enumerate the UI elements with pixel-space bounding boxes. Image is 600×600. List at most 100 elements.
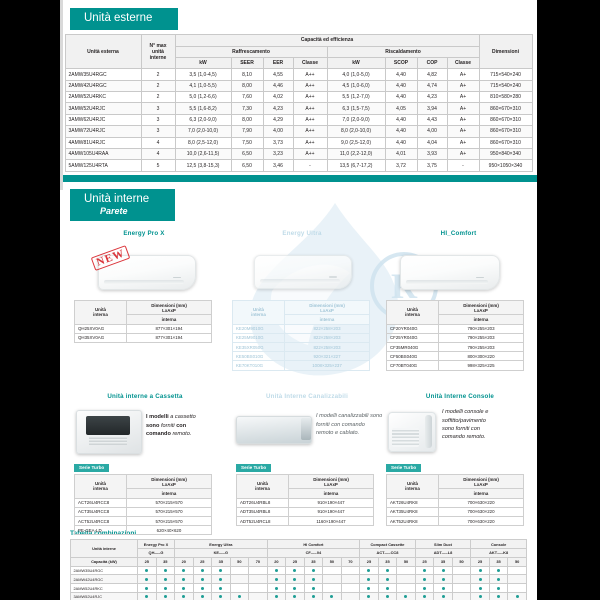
th-unit-interna: Unità interna	[232, 300, 285, 325]
th-heating: Riscaldamento	[326, 45, 480, 58]
cell-heat-kw: 9,0 (2,5-12,0)	[326, 136, 386, 149]
cell-model: 2AMW42U4RGC	[70, 574, 138, 585]
th-eer: EER	[262, 56, 294, 70]
cell-seer: 8,00	[230, 79, 264, 93]
compatible-dot-icon	[274, 577, 278, 581]
cell-eer: 4,00	[262, 125, 294, 138]
note-i1: a cassetto	[170, 414, 196, 421]
cell-compatible	[266, 583, 287, 593]
th-unita-interne: Unità interne	[70, 539, 138, 558]
table-row: CF70BT040G 998×325×225	[386, 360, 524, 371]
th-u1: Unità	[95, 307, 106, 313]
cell-dim: 790×255×203	[438, 342, 524, 353]
compatible-dot-icon	[330, 595, 334, 599]
compatible-dot-icon	[422, 577, 426, 581]
compatible-dot-icon	[385, 595, 389, 599]
table-row: ACT52U4RCC8 570×215×570	[74, 516, 212, 527]
cell-scop: 4,01	[384, 147, 418, 161]
cell-compatible	[377, 565, 398, 576]
note-line3: sono forniti con	[442, 426, 480, 433]
th-group-code: QH—–G	[136, 548, 176, 558]
th-group-code: KE—–G	[174, 548, 268, 558]
cell-eer: 4,46	[262, 79, 294, 93]
product-title-cassetta: Unità interne a Cassetta	[107, 393, 183, 401]
cell-compatible	[137, 574, 157, 585]
cell-compatible	[192, 583, 213, 593]
compatible-dot-icon	[478, 577, 482, 581]
section-title-indoor: Unità interne	[84, 192, 150, 205]
th-d2: LxAxP	[324, 481, 338, 487]
cell-code: QH25XV0AG	[74, 323, 127, 334]
th-capacity: 25	[359, 556, 379, 567]
th-group-code: AKT—–K8	[470, 548, 527, 558]
th-capacity: Capacità ed efficienza	[174, 34, 480, 47]
cell-empty	[507, 565, 527, 576]
cell-compatible	[192, 591, 213, 600]
outdoor-units-table: Unità esterna N° max unità interne Capac…	[64, 34, 533, 172]
cell-compatible	[470, 583, 490, 593]
cell-compatible	[174, 565, 194, 576]
compatible-dot-icon	[145, 586, 149, 590]
wall-unit-energy-pro-x: Energy Pro X NEW Unità interna D	[70, 230, 218, 344]
cell-cop: 3,75	[416, 159, 448, 172]
compatible-dot-icon	[367, 595, 371, 599]
cell-compatible	[285, 565, 305, 576]
compatible-dot-icon	[441, 595, 445, 599]
cell-compatible	[155, 591, 176, 600]
compatible-dot-icon	[293, 577, 297, 581]
cell-eer: 4,02	[262, 91, 294, 104]
th-dimensions: Dimensioni	[478, 34, 533, 70]
th-u2: interna	[405, 312, 420, 318]
cell-empty	[340, 565, 361, 576]
cell-model: 2AMW35U4RGC	[70, 565, 138, 576]
cell-dim: 570×215×570	[126, 506, 212, 518]
th-heat-class: Classe	[446, 56, 480, 70]
cell-dim: 810×580×280	[478, 91, 533, 104]
compatible-dot-icon	[497, 586, 501, 590]
th-capacity: 20	[266, 556, 287, 567]
cell-code: AKT26U4RK8	[386, 497, 439, 508]
cell-code: KE50BS010G	[232, 351, 285, 362]
compatible-dot-icon	[422, 595, 426, 599]
th-capacity: 25	[414, 556, 435, 567]
cell-compatible	[303, 583, 324, 593]
console-image	[388, 412, 436, 453]
cell-scop: 4,40	[384, 136, 418, 149]
th-u2: interna	[93, 312, 108, 318]
cell-compatible	[488, 574, 509, 585]
table-row: KE35XR050G 822×258×203	[232, 342, 370, 353]
th-capacity: 35	[155, 556, 176, 567]
cell-heat-kw: 5,5 (1,2-7,0)	[326, 91, 386, 104]
cell-n: 2	[140, 68, 176, 81]
cell-scop: 3,72	[384, 159, 418, 172]
th-u2: interna	[93, 486, 108, 492]
th-dim: Dimensioni (mm) LxAxP	[284, 300, 370, 316]
cell-compatible	[285, 591, 305, 600]
cell-n: 4	[140, 136, 176, 149]
cell-compatible	[488, 591, 509, 600]
cell-compatible	[377, 574, 398, 585]
cell-compatible	[359, 574, 379, 585]
cell-compatible	[303, 574, 324, 585]
table-row: ADT26U4RBL8 910×190×447	[236, 497, 374, 508]
th-d1: Dimensioni (mm)	[463, 302, 499, 308]
cell-model: 4AMW105U4RAA	[64, 147, 142, 161]
combination-tbody: 2AMW35U4RGC 2AMW42U4RGC 2AMW52U4RKC 3AMW…	[70, 565, 527, 600]
cell-cool-class: A++	[292, 68, 328, 81]
cell-code: AKT52U4RK8	[386, 516, 439, 527]
th-capacity: 25	[192, 556, 213, 567]
cell-cool-class: A++	[292, 91, 328, 104]
th-capacity: 25	[137, 556, 157, 567]
cell-dim: 920×321×227	[284, 351, 370, 362]
dim-table-cassetta: Unità interna Dimensioni (mm) LxAxP inte…	[74, 474, 212, 536]
cell-empty	[229, 583, 250, 593]
compatible-dot-icon	[293, 595, 297, 599]
cell-empty	[248, 591, 268, 600]
cell-code: CF50BS040G	[386, 351, 439, 362]
cell-heat-class: -	[446, 159, 480, 172]
cell-heat-kw: 4,0 (1,0-5,0)	[326, 68, 386, 81]
th-capacity: 35	[211, 556, 231, 567]
cell-compatible	[211, 591, 231, 600]
wall-unit-hi-comfort: HI_Comfort Unità interna Dimensioni (mm)	[386, 230, 531, 371]
cell-scop: 4,05	[384, 102, 418, 115]
